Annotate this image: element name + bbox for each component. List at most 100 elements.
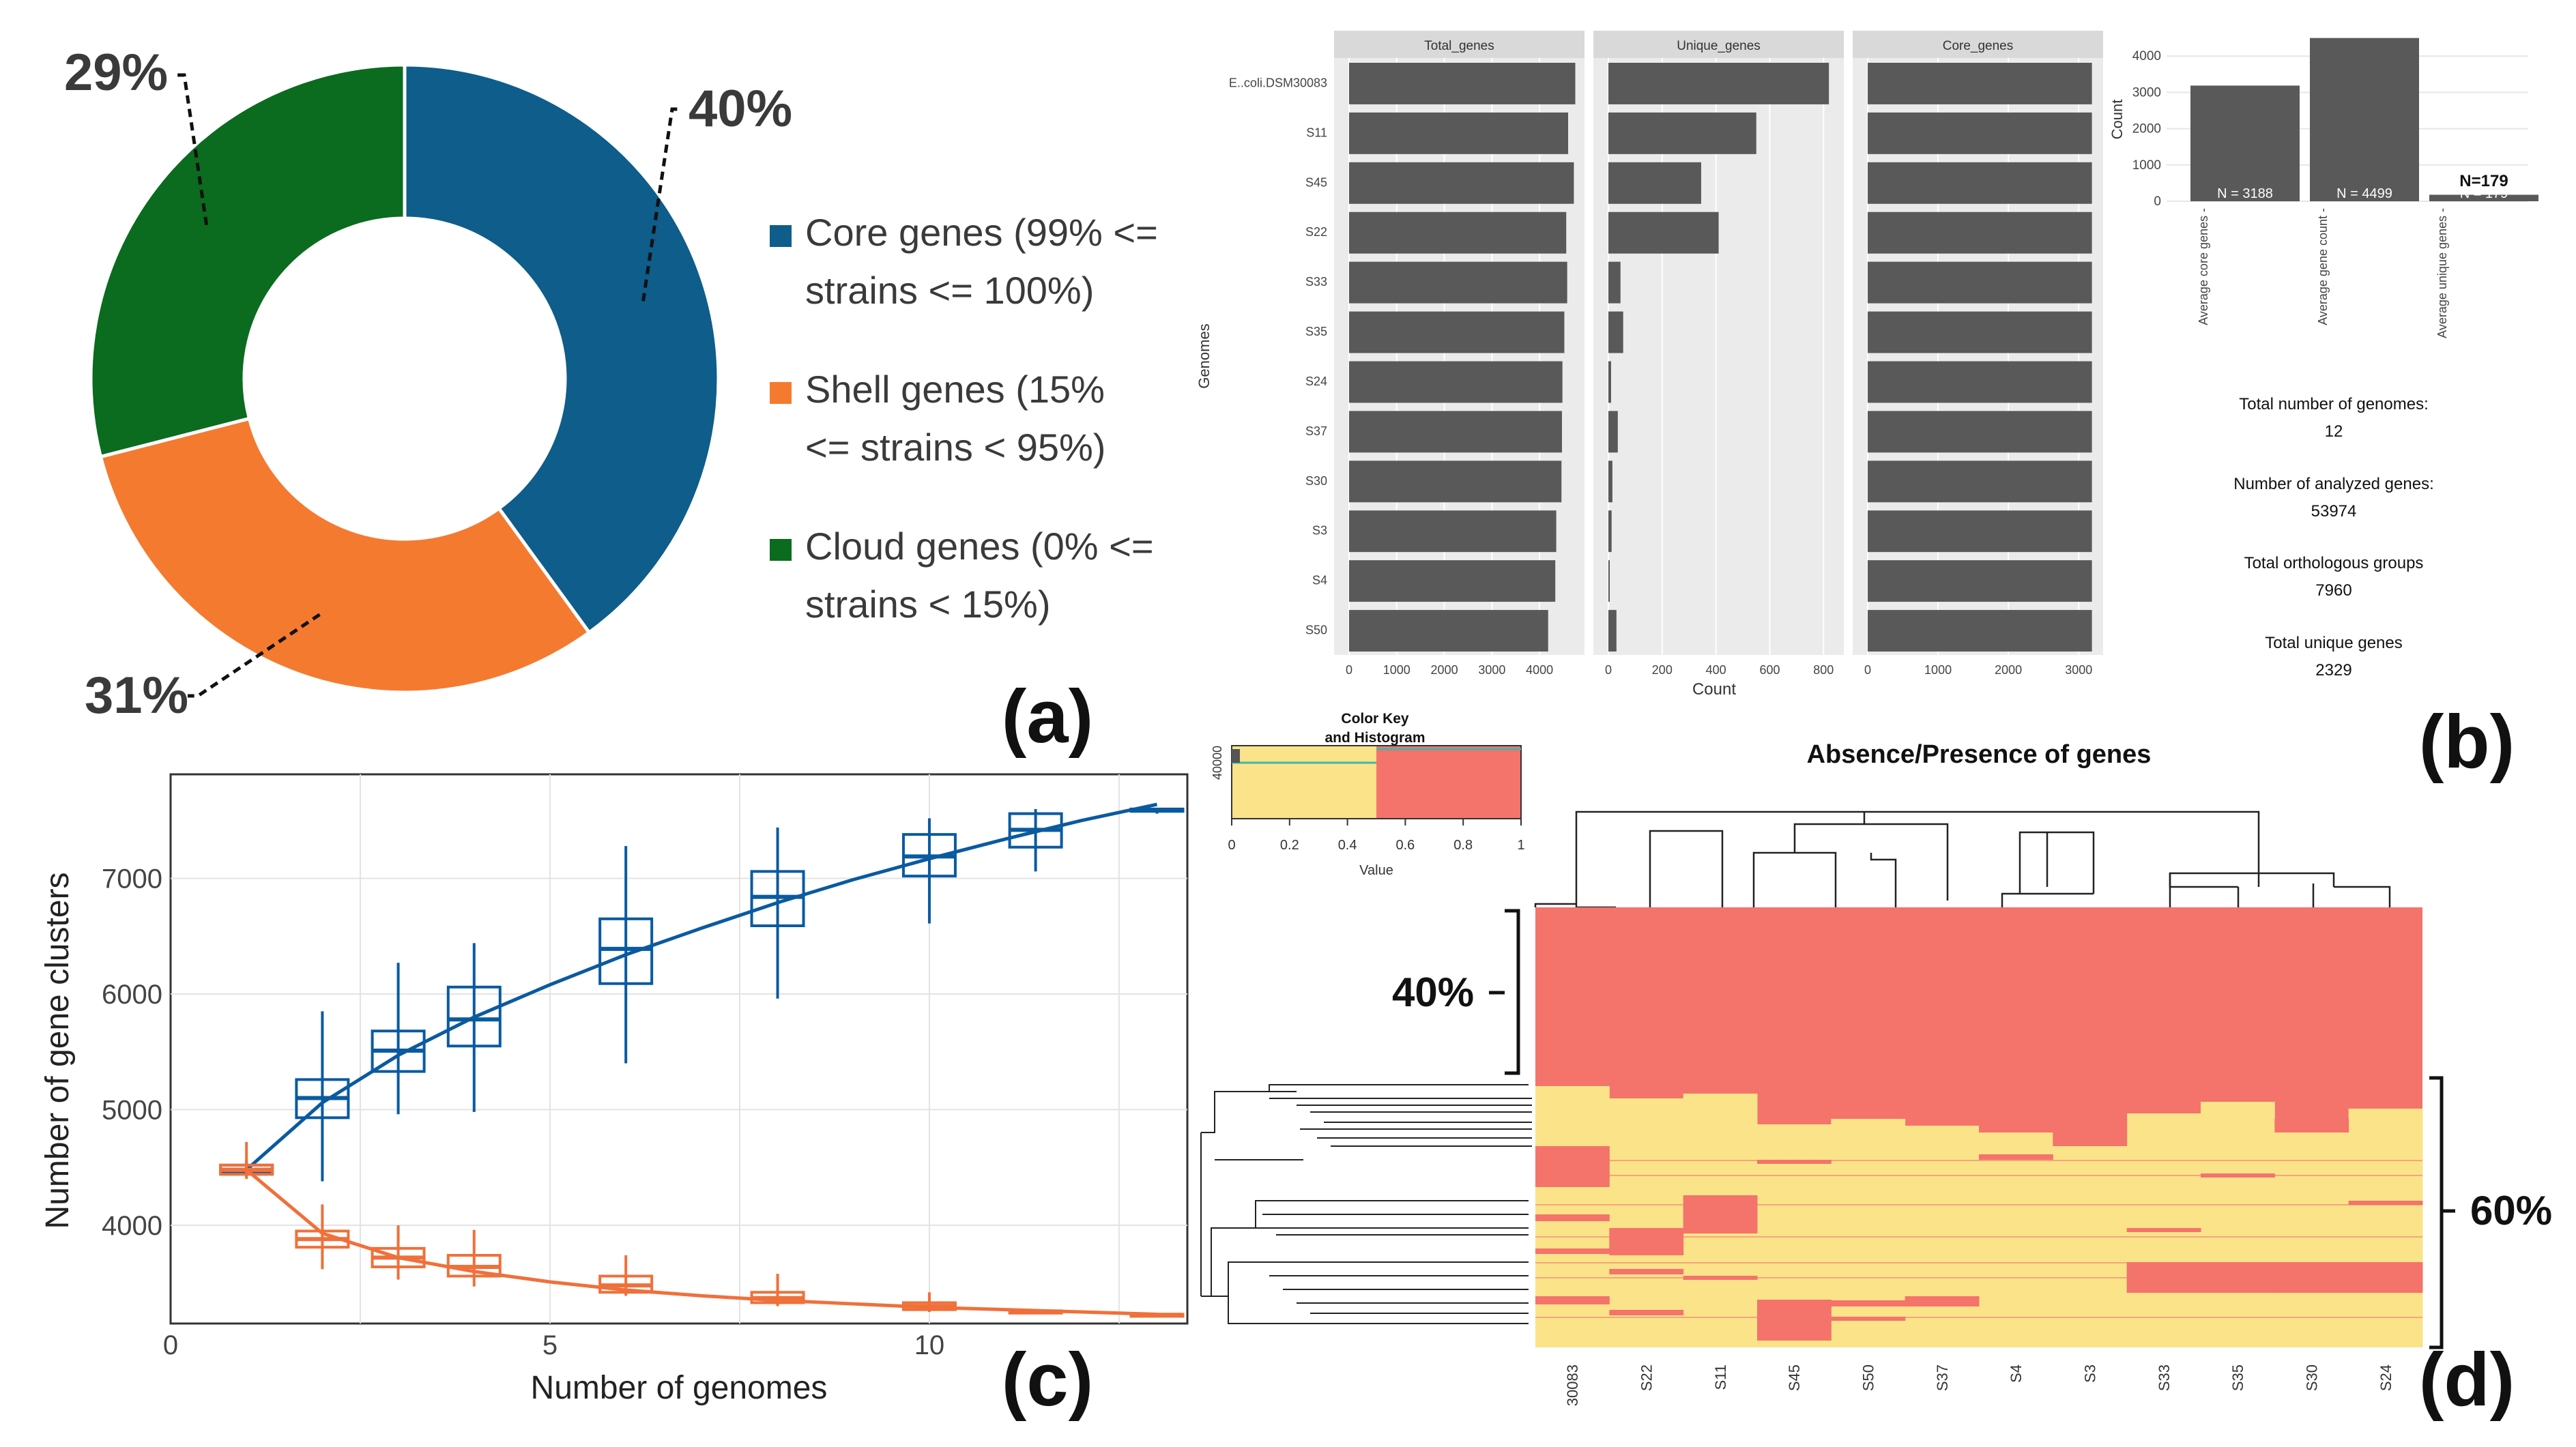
facet-bar: [1868, 112, 2092, 154]
legend-swatch-shell: [770, 382, 792, 404]
color-key-subtitle: and Histogram: [1325, 730, 1425, 746]
heatmap-absence-cell: [2348, 1109, 2423, 1347]
stat-label-unique: Total unique genes: [2265, 634, 2403, 652]
facet-bar: [1868, 311, 2092, 353]
y-tick-label: 7000: [102, 864, 162, 894]
boxplot-line_orange: [219, 1141, 274, 1180]
summary-bar-label: N = 179: [2460, 186, 2508, 201]
summary-y-tick: 0: [2154, 194, 2161, 209]
color-key-y-tick: 40000: [1211, 746, 1224, 780]
leader-line-cloud: [174, 73, 209, 226]
boxplot-line_orange: [598, 1255, 654, 1296]
heatmap-presence-cell: [1757, 1160, 1832, 1164]
facet-bar: [1608, 211, 1719, 254]
heatmap-column-label: S30: [2304, 1364, 2321, 1391]
stat-label-genomes: Total number of genomes:: [2239, 395, 2429, 413]
facet-bar: [1608, 311, 1623, 353]
heatmap-presence-cell: [2274, 1119, 2349, 1132]
facet-panel-1: [1593, 58, 1844, 655]
heatmap-title: Absence/Presence of genes: [1807, 740, 2152, 769]
axis-ticks: 4000 5000 6000 7000 0 5 10: [102, 864, 944, 1360]
x-tick-label: 10: [914, 1330, 945, 1360]
color-key-histogram-bar: [1232, 749, 1240, 763]
heatmap-absence-cell: [1831, 1119, 1906, 1347]
heatmap-presence-cell: [1535, 1214, 1610, 1221]
genome-label: S37: [1305, 424, 1327, 438]
boxplot-line_blue: [371, 963, 426, 1115]
genome-label: S24: [1305, 375, 1327, 388]
genome-label: S11: [1306, 126, 1327, 139]
panel-b-summary-bar-chart: 0 1000 2000 3000 4000 N = 3188 Average core ge…: [2109, 31, 2538, 338]
facet-bar: [1608, 112, 1756, 154]
color-key-tick-label: 0.8: [1453, 838, 1473, 853]
facet-bar: [1608, 560, 1610, 602]
donut-slice-core: [403, 63, 721, 635]
panel-label-c: (c): [1002, 1338, 1093, 1422]
facet-tick-label: 1000: [1383, 663, 1410, 677]
x-tick-label: 5: [542, 1330, 558, 1360]
facet-tick-label: 3000: [1478, 663, 1505, 677]
heatmap-presence-cell: [1831, 1300, 1906, 1306]
heatmap-column-label: S33: [2156, 1364, 2173, 1391]
facet-bar: [1868, 510, 2092, 553]
genomes-axis-title: Genomes: [1196, 323, 1213, 388]
leader-line-shell: [188, 613, 321, 698]
panel-d-heatmap: Color Key and Histogram 40000 0 0.2 0.4 0.6…: [1200, 711, 2552, 1406]
boxplot-line_orange: [750, 1274, 805, 1306]
facet-bar: [1349, 63, 1576, 104]
genome-label: S45: [1305, 175, 1327, 189]
donut-value-labels: 40% 31% 29%: [64, 44, 792, 725]
facet-bar: [1349, 211, 1567, 254]
column-dendrogram: [1534, 810, 2391, 909]
y-tick-label: 6000: [102, 980, 162, 1010]
donut-slice-shell: [98, 416, 592, 695]
x-tick-label: 0: [163, 1330, 178, 1360]
color-key-tick-label: 0.2: [1280, 838, 1299, 853]
facet-bar: [1868, 261, 2092, 304]
summary-y-tick: 3000: [2132, 85, 2161, 100]
boxplot-line_orange: [901, 1292, 957, 1313]
summary-bar: [2429, 194, 2538, 201]
heatmap-presence-line: [1535, 1204, 2422, 1205]
donut-legend: Core genes (99% <= strains <= 100%) Shell …: [770, 211, 1158, 626]
heatmap-presence-line: [1535, 1160, 2422, 1161]
color-key: Color Key and Histogram 40000 0 0.2 0.4 0.6…: [1211, 711, 1525, 878]
facet-bar: [1868, 560, 2092, 602]
value-label-cloud: 29%: [64, 44, 168, 102]
heatmap-column-label: S22: [1638, 1364, 1655, 1391]
summary-count-axis-title: Count: [2109, 100, 2126, 140]
summary-y-tick: 1000: [2132, 158, 2161, 173]
summary-bar: [2190, 85, 2300, 201]
heatmap-absence-cells: [1535, 1086, 2423, 1347]
heatmap-absence-cell: [1609, 1098, 1684, 1347]
heatmap-presence-cell: [1979, 1092, 2053, 1132]
facet-bar: [1349, 112, 1569, 154]
facet-panel-2: [1853, 58, 2103, 655]
facet-bar: [1868, 211, 2092, 254]
color-key-yellow: [1232, 746, 1376, 819]
bracket-variable: [2429, 1076, 2455, 1349]
color-key-tick-label: 0.4: [1338, 838, 1357, 853]
heatmap-absence-cell: [2053, 1146, 2128, 1347]
facet-bar: [1349, 162, 1574, 204]
panel-label-d: (d): [2419, 1338, 2515, 1422]
stat-value-orthologous: 7960: [2315, 581, 2351, 600]
facet-bar: [1868, 610, 2092, 652]
facet-tick-label: 0: [1864, 663, 1871, 677]
genome-label: S50: [1305, 624, 1327, 637]
heatmap-column-label: S37: [1934, 1364, 1951, 1391]
panel-label-a: (a): [1002, 675, 1093, 759]
facet-bar: [1608, 162, 1701, 204]
boxplot-line_orange: [295, 1204, 350, 1270]
boxplot-line_blue: [1129, 807, 1185, 814]
summary-category-label: Average gene count -: [2316, 208, 2330, 325]
heatmap-presence-cell: [1831, 1317, 1906, 1321]
facet-panel-0: [1334, 58, 1584, 655]
genome-label: S35: [1305, 325, 1327, 338]
heatmap-presence-cell: [1535, 1296, 1610, 1304]
heatmap-presence-cell: [1905, 1296, 1980, 1306]
facet-bar: [1868, 63, 2092, 104]
donut-slice-cloud: [89, 63, 407, 459]
heatmap-presence-line: [1535, 1175, 2422, 1176]
